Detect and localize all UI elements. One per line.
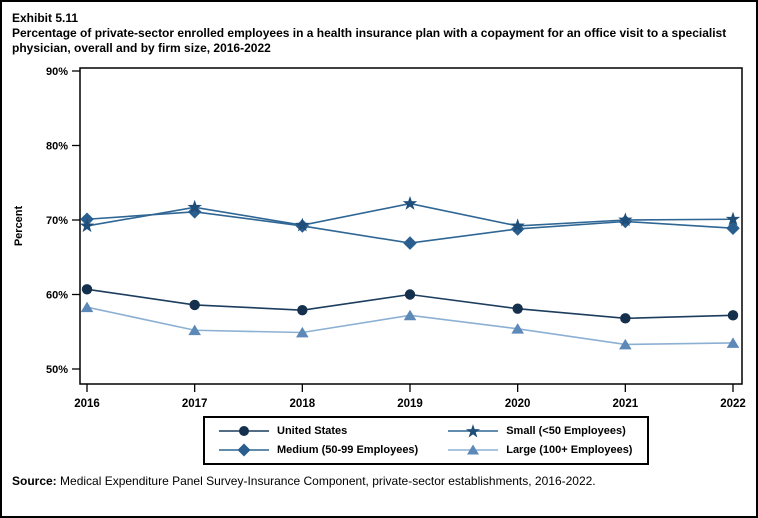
triangle-marker-icon [448, 444, 499, 455]
legend-marker [466, 423, 481, 438]
legend-label: Large (100+ Employees) [506, 443, 633, 456]
source-text: Medical Expenditure Panel Survey-Insuran… [56, 473, 596, 488]
y-tick-label: 70% [46, 215, 68, 227]
legend-item-large-100-employees: Large (100+ Employees) [448, 442, 632, 458]
legend-item-medium-50-99-employees: Medium (50-99 Employees) [219, 442, 418, 458]
legend-marker [237, 443, 251, 457]
source-note: Source: Medical Expenditure Panel Survey… [2, 474, 756, 488]
marker-large-100-employees-2019 [403, 309, 417, 320]
title-block: Exhibit 5.11 Percentage of private-secto… [2, 2, 756, 57]
circle-marker-icon [219, 425, 269, 436]
marker-large-100-employees-2021 [619, 338, 632, 350]
marker-united-states-2020 [512, 303, 523, 314]
chart-legend: United States Small (<50 Employees) Medium… [203, 415, 650, 465]
marker-small-50-employees-2022 [725, 211, 741, 226]
marker-united-states-2019 [404, 289, 416, 300]
y-axis-label: Percent [13, 205, 25, 246]
legend-marker [467, 444, 480, 455]
legend-label: Medium (50-99 Employees) [277, 443, 419, 456]
legend-item-united-states: United States [219, 423, 418, 439]
marker-large-100-employees-2022 [726, 337, 740, 348]
marker-large-100-employees-2017 [188, 324, 201, 335]
marker-small-50-employees-2018 [295, 217, 310, 232]
diamond-marker-icon [219, 443, 269, 457]
marker-united-states-2022 [727, 309, 739, 321]
marker-united-states-2016 [81, 283, 93, 295]
legend-marker [239, 425, 249, 436]
marker-small-50-employees-2019 [402, 195, 418, 210]
legend-item-small-50-employees: Small (<50 Employees) [448, 423, 632, 439]
y-tick-label: 80% [46, 140, 68, 152]
source-label: Source: [12, 473, 57, 488]
x-tick-label: 2020 [505, 398, 531, 410]
marker-small-50-employees-2017 [187, 199, 202, 214]
marker-large-100-employees-2016 [80, 301, 94, 312]
marker-united-states-2018 [297, 304, 308, 316]
marker-small-50-employees-2016 [79, 218, 95, 232]
marker-small-50-employees-2021 [618, 212, 633, 226]
legend-label: United States [277, 424, 348, 437]
y-tick-label: 50% [46, 364, 68, 376]
y-tick-label: 90% [46, 66, 68, 78]
marker-medium-50-99-employees-2022 [726, 221, 740, 235]
x-tick-label: 2017 [182, 398, 208, 410]
x-tick-label: 2021 [613, 398, 639, 410]
x-tick-label: 2018 [290, 398, 316, 410]
x-tick-label: 2019 [397, 398, 423, 410]
star-marker-icon [448, 423, 499, 438]
marker-large-100-employees-2018 [296, 326, 309, 338]
exhibit-number: Exhibit 5.11 [12, 11, 79, 25]
y-tick-label: 60% [46, 289, 68, 301]
marker-small-50-employees-2020 [510, 218, 525, 232]
marker-large-100-employees-2020 [511, 322, 524, 334]
marker-medium-50-99-employees-2017 [187, 204, 202, 219]
plot-border [79, 66, 743, 385]
marker-medium-50-99-employees-2019 [403, 235, 417, 250]
chart-title: Percentage of private-sector enrolled em… [12, 26, 727, 56]
chart-plot: 50% 60% 70% 80% 90% Percent 2016 2017 2018 2019 20… [13, 66, 746, 410]
x-tick-label: 2022 [720, 398, 746, 410]
x-tick-label: 2016 [74, 398, 100, 410]
marker-united-states-2021 [620, 312, 631, 324]
legend-label: Small (<50 Employees) [506, 424, 626, 437]
marker-united-states-2017 [189, 299, 200, 310]
